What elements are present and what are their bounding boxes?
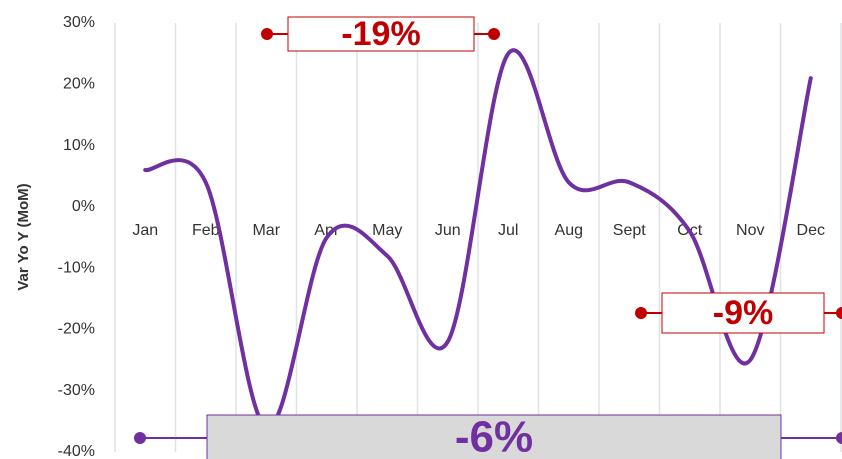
annotation-dot	[635, 307, 647, 319]
x-tick-label: Dec	[797, 222, 825, 239]
x-tick-label: Jan	[132, 222, 158, 239]
y-axis-label: Var Yo Y (MoM)	[15, 183, 32, 290]
annotation-text: -19%	[341, 15, 420, 53]
x-tick-label: Jul	[498, 222, 518, 239]
x-tick-label: Sept	[613, 222, 646, 239]
annotation-dot	[134, 432, 146, 444]
x-tick-label: May	[372, 222, 402, 239]
annotation-dot	[488, 28, 500, 40]
y-tick-label: -30%	[58, 382, 95, 399]
x-tick-label: Aug	[555, 222, 583, 239]
annotation-text: -6%	[455, 413, 533, 459]
y-tick-label: 10%	[63, 137, 95, 154]
x-tick-label: Mar	[252, 222, 280, 239]
y-tick-label: 20%	[63, 76, 95, 93]
x-tick-label: Jun	[435, 222, 461, 239]
y-tick-label: -10%	[58, 259, 95, 276]
y-tick-label: 30%	[63, 14, 95, 31]
x-tick-label: Apr	[314, 222, 340, 239]
annotation-box	[206, 414, 782, 459]
annotation-dot	[836, 307, 842, 319]
annotation-dot	[836, 432, 842, 444]
y-tick-label: -40%	[58, 443, 95, 459]
annotation-dot	[261, 28, 273, 40]
x-tick-label: Feb	[192, 222, 220, 239]
x-tick-label: Nov	[736, 222, 764, 239]
annotation-text: -9%	[713, 294, 773, 332]
annotation-box	[661, 292, 825, 334]
y-tick-label: 0%	[72, 198, 95, 215]
annotation-box	[287, 16, 475, 52]
y-tick-label: -20%	[58, 321, 95, 338]
